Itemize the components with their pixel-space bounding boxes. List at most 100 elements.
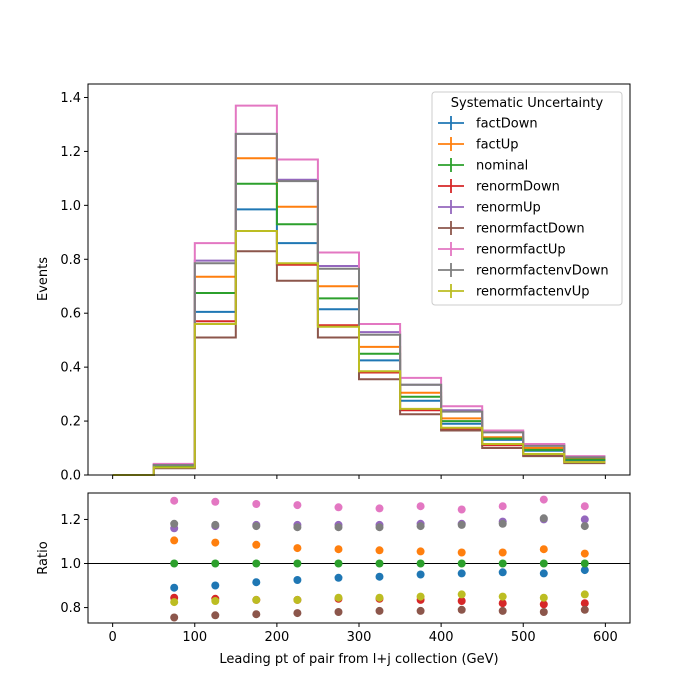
ratio-point-renormfactDown [498,606,507,615]
legend-entry-renormDown: renormDown [438,179,560,195]
ratio-point-nominal [375,559,384,568]
legend-label: renormUp [476,201,541,216]
x-axis-label: Leading pt of pair from l+j collection (… [219,652,498,667]
legend-label: nominal [476,159,528,174]
main-y-axis-label: Events [36,257,51,301]
ratio-point-renormUp [580,515,589,524]
ratio-point-factDown [375,572,384,581]
ratio-point-renormfactUp [170,496,179,505]
ratio-point-renormfactUp [539,495,548,504]
ratio-point-renormfactenvUp [539,593,548,602]
ratio-point-renormfactDown [211,611,220,620]
ratio-point-nominal [170,559,179,568]
ratio-point-renormfactenvDown [211,520,220,529]
ratio-point-renormfactUp [580,502,589,511]
legend-entry-nominal: nominal [438,158,528,174]
ratio-point-renormfactDown [293,609,302,618]
ratio-point-renormfactenvUp [252,595,261,604]
ratio-series-renormfactDown [170,605,589,622]
ratio-point-renormfactenvDown [498,519,507,528]
ratio-point-renormfactDown [252,610,261,619]
ratio-point-factDown [580,566,589,575]
ratio-point-factUp [170,536,179,545]
ratio-x-tick-label: 100 [182,630,207,645]
ratio-point-factUp [334,545,343,554]
main-y-tick-label: 0.8 [60,253,81,268]
legend-entry-renormfactenvDown: renormfactenvDown [438,263,609,279]
ratio-panel: 0.8 1.0 1.2 0 100 200 300 400 500 600 Ratio Lead… [36,492,631,667]
ratio-point-renormfactUp [457,505,466,514]
ratio-point-factUp [457,548,466,557]
legend-entry-factDown: factDown [438,116,538,132]
main-y-tick-label: 1.4 [60,91,81,106]
ratio-series-nominal [170,559,589,568]
legend-box [431,91,623,306]
ratio-points-group [170,495,589,622]
ratio-point-renormfactenvUp [416,592,425,601]
ratio-point-nominal [539,559,548,568]
ratio-point-factUp [375,546,384,555]
ratio-point-renormfactenvUp [293,595,302,604]
legend-entries: factDown factUp nominal renormDown renormUp r… [438,116,609,300]
ratio-point-renormfactenvDown [457,520,466,529]
ratio-point-nominal [334,559,343,568]
ratio-point-factUp [539,545,548,554]
ratio-point-factUp [580,549,589,558]
legend-label: factDown [476,117,538,132]
main-series-group [112,104,606,476]
ratio-point-renormDown [457,597,466,605]
ratio-x-tick-label: 500 [511,630,536,645]
ratio-point-renormfactUp [416,502,425,511]
legend-label: renormfactUp [476,243,566,258]
ratio-point-renormfactenvDown [334,523,343,532]
ratio-point-renormfactenvUp [580,590,589,599]
ratio-point-nominal [580,559,589,568]
ratio-point-renormfactDown [416,606,425,615]
ratio-point-renormfactenvUp [170,598,179,607]
ratio-point-renormfactenvDown [580,522,589,531]
legend-title: Systematic Uncertainty [451,96,604,111]
main-y-tick-label: 0.6 [60,307,81,322]
ratio-point-renormfactDown [375,606,384,615]
legend-entry-renormfactenvUp: renormfactenvUp [438,284,590,300]
hist-line-renormfactenvUp [112,230,606,476]
ratio-point-factDown [416,570,425,579]
ratio-point-renormfactenvUp [334,593,343,602]
ratio-x-tick-label: 0 [108,630,116,645]
ratio-point-renormfactDown [457,605,466,614]
legend-entry-renormUp: renormUp [438,200,541,216]
ratio-series-factDown [170,566,589,592]
ratio-point-factDown [457,569,466,578]
main-y-tick-label: 1.0 [60,199,81,214]
ratio-point-renormDown [539,600,548,609]
ratio-point-factUp [498,548,507,557]
main-y-tick-label: 1.2 [60,145,81,160]
ratio-point-nominal [211,559,220,568]
legend-label: factUp [476,138,519,153]
ratio-point-renormfactDown [539,608,548,616]
ratio-point-factUp [252,540,261,549]
ratio-point-nominal [416,559,425,568]
ratio-point-renormfactenvDown [416,522,425,531]
ratio-point-nominal [498,559,507,568]
ratio-point-renormfactenvDown [170,519,179,528]
ratio-x-tick-label: 300 [347,630,372,645]
ratio-point-renormfactUp [211,497,220,506]
ratio-point-renormfactDown [580,605,589,614]
main-panel: 0.0 0.2 0.4 0.6 0.8 1.0 1.2 1.4 Events [36,83,631,484]
ratio-point-renormfactUp [334,503,343,512]
ratio-point-nominal [252,559,261,568]
legend-entry-renormfactUp: renormfactUp [438,242,566,258]
ratio-point-factUp [416,547,425,556]
ratio-point-renormfactenvDown [252,522,261,531]
ratio-x-tick-label: 200 [264,630,289,645]
ratio-point-renormfactenvUp [457,590,466,599]
ratio-point-renormfactUp [375,504,384,513]
legend-label: renormfactenvUp [476,285,590,300]
ratio-point-factUp [211,538,220,547]
ratio-y-tick-label: 0.8 [60,601,81,616]
ratio-point-renormDown [498,599,507,608]
ratio-point-renormfactenvUp [211,597,220,605]
ratio-point-renormfactUp [293,501,302,510]
